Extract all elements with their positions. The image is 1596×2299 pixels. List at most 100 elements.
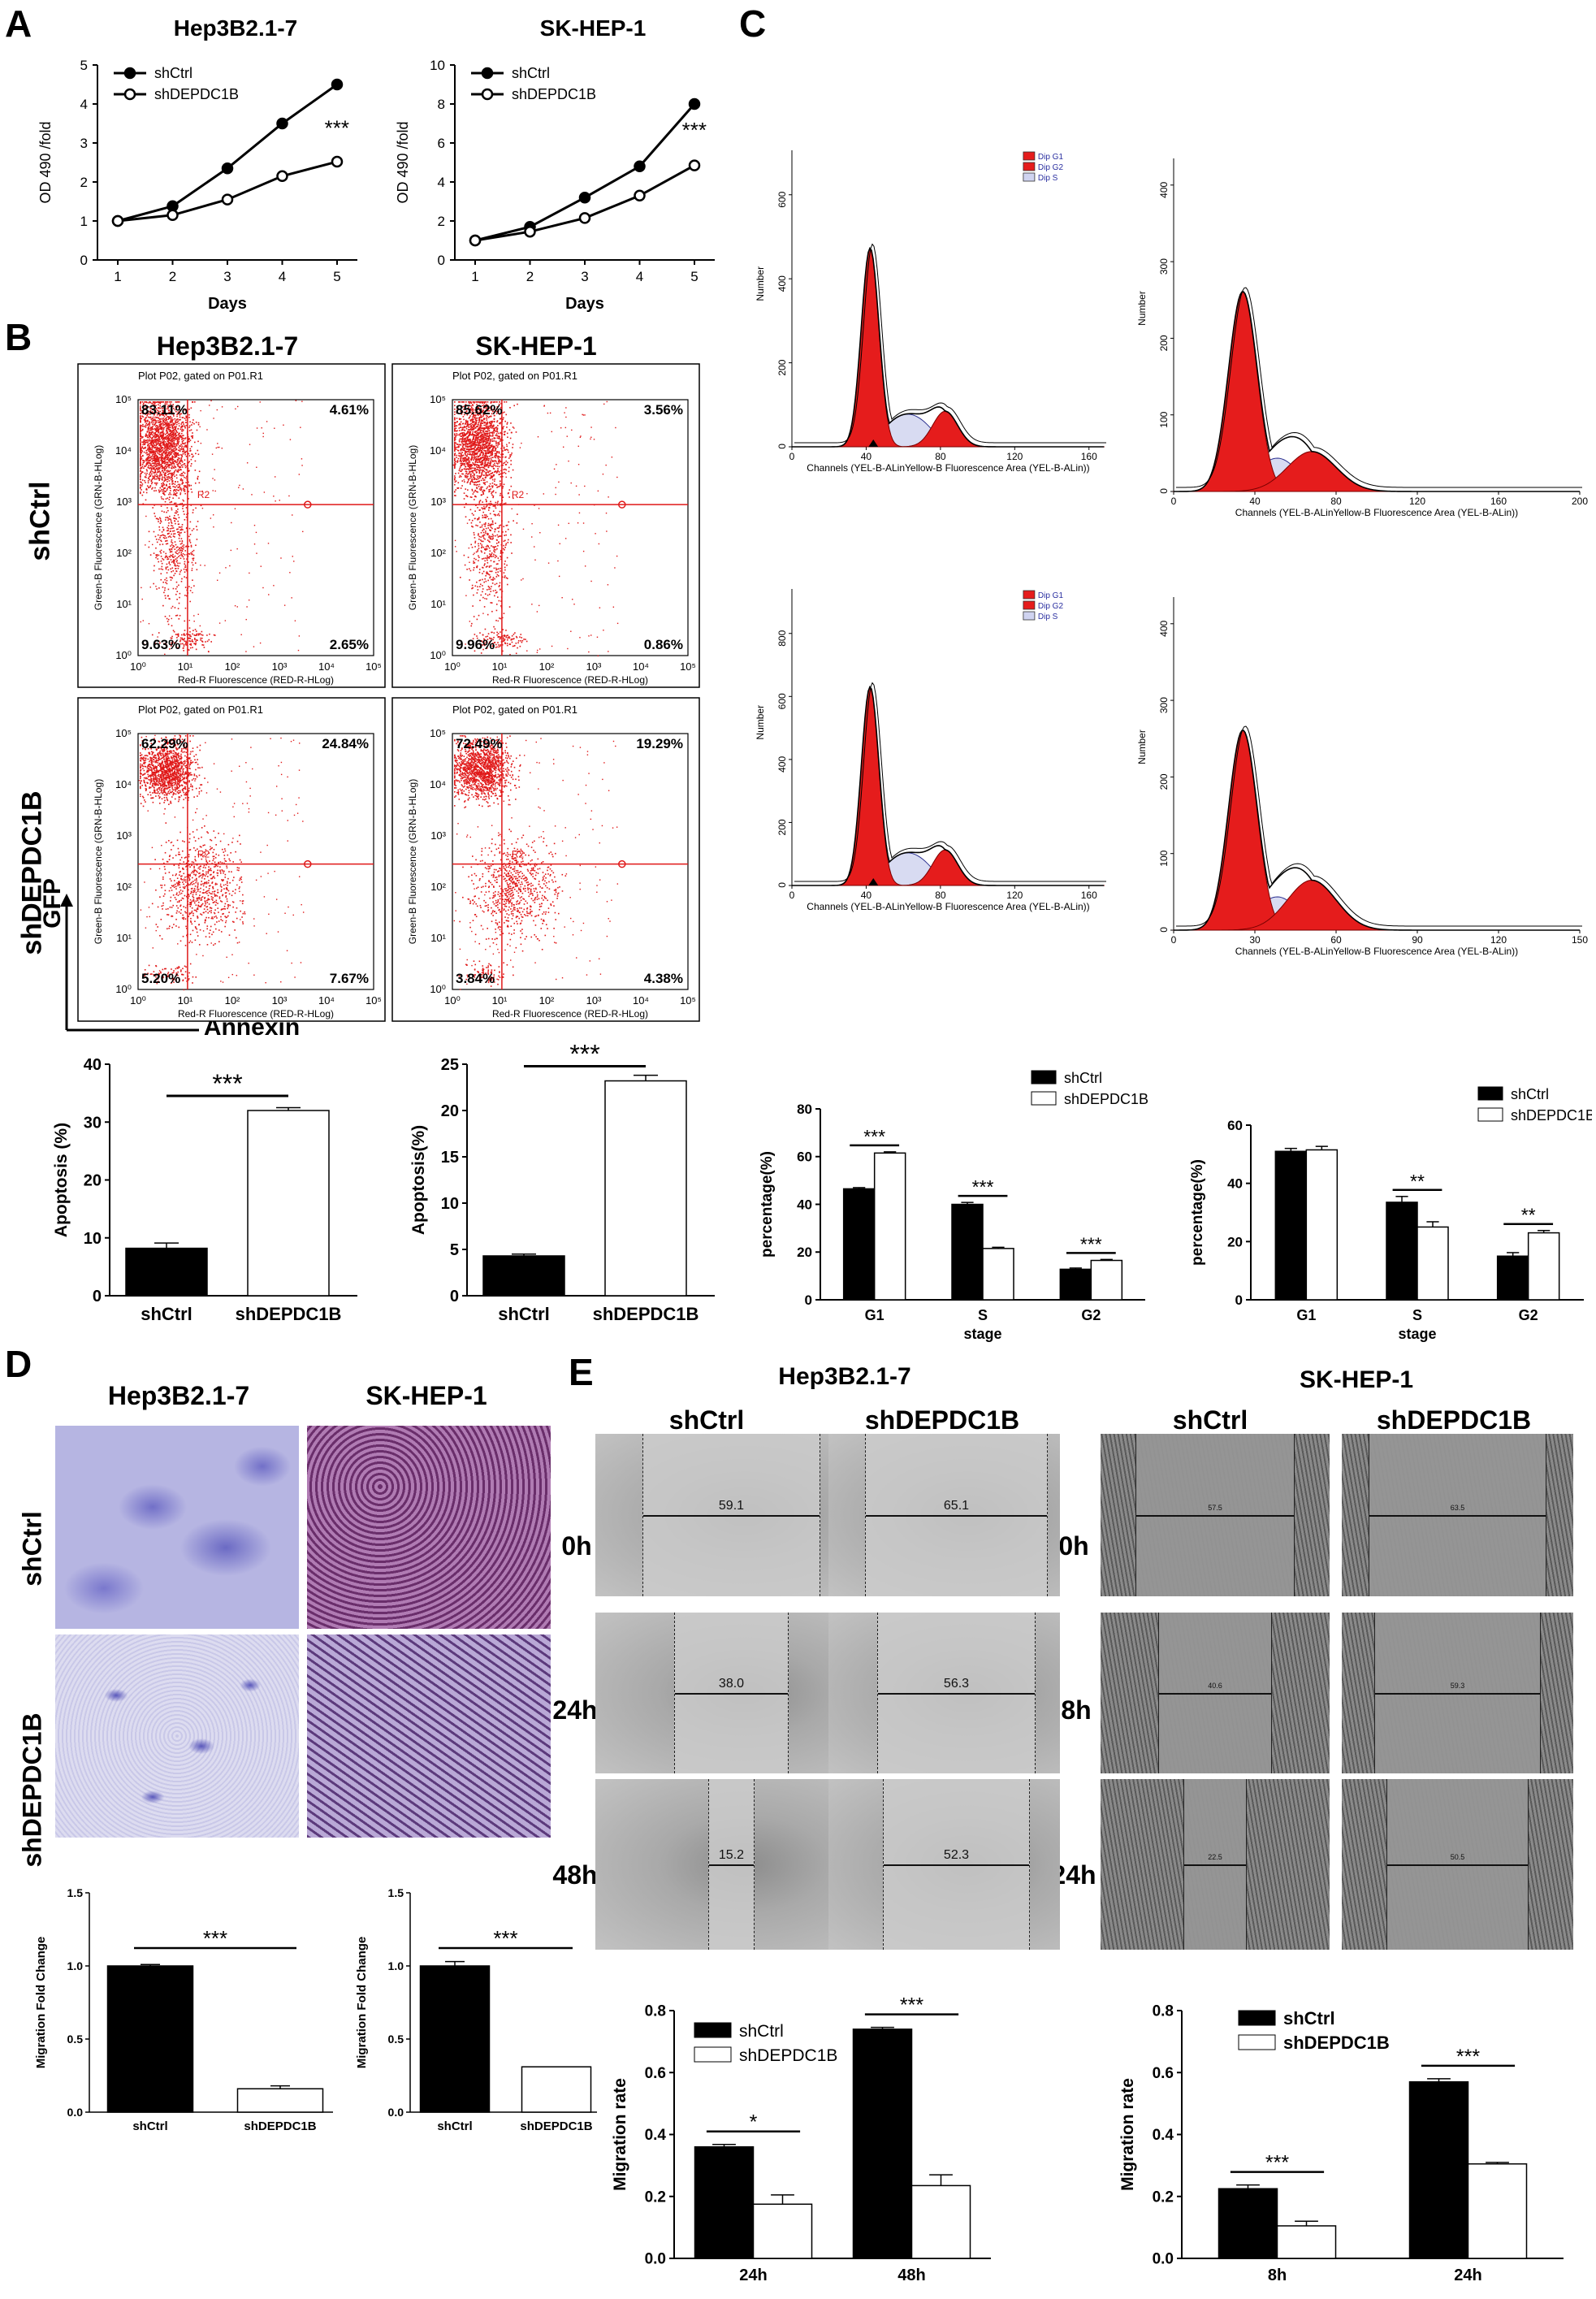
- panel-letter-e: E: [569, 1351, 594, 1393]
- y-tick-label: 0.8: [645, 2003, 666, 2020]
- x-tick-label: S: [978, 1307, 988, 1323]
- significance-marker: *: [750, 2111, 758, 2134]
- x-tick-label: 10³: [586, 660, 602, 673]
- y-tick-label: 2: [438, 214, 445, 229]
- x-axis-label: Days: [208, 295, 247, 313]
- bar-shCtrl: [1274, 1150, 1308, 1301]
- panel-letter-c: C: [739, 2, 767, 45]
- y-tick-label: 10⁵: [430, 393, 446, 405]
- wound-image: 38.0: [595, 1613, 843, 1773]
- y-tick-label: 10⁵: [115, 727, 132, 739]
- wound-image: 15.2: [595, 1779, 843, 1950]
- significance-marker: **: [1521, 1205, 1536, 1226]
- data-point-shCtrl: [331, 78, 344, 91]
- x-tick-label: 10⁴: [318, 660, 335, 673]
- y-tick-label: 10¹: [430, 932, 446, 944]
- legend-swatch: [1238, 2010, 1276, 2026]
- quadrant-lower-right: 0.86%: [644, 637, 683, 652]
- legend-label: shDEPDC1B: [739, 2046, 837, 2065]
- bar-shCtrl: [125, 1247, 208, 1297]
- y-tick-label: 3: [80, 136, 88, 151]
- quadrant-lower-left: 3.84%: [456, 971, 495, 986]
- y-tick-label: 0: [776, 444, 788, 449]
- region-label: R2: [197, 849, 210, 860]
- panel-letter-d: D: [5, 1343, 32, 1385]
- y-tick-label: 300: [1158, 697, 1170, 713]
- wound-measure-line: [1369, 1515, 1546, 1517]
- quadrant-lower-right: 2.65%: [330, 637, 369, 652]
- gate-marker: [868, 439, 879, 447]
- wound-width-label: 40.6: [1208, 1682, 1222, 1690]
- x-tick-label: 40: [1249, 496, 1261, 507]
- bar-shDEPDC1B: [1467, 2163, 1528, 2259]
- wound-gap: 63.5: [1368, 1434, 1547, 1596]
- wound-measure-line: [878, 1693, 1035, 1695]
- x-tick-label: 10⁴: [633, 994, 649, 1007]
- x-tick-label: 1: [471, 269, 478, 284]
- x-tick-label: 10⁰: [130, 994, 146, 1007]
- y-tick-label: 10³: [430, 496, 446, 508]
- quadrant-upper-right: 19.29%: [636, 736, 683, 751]
- y-tick-label: 0: [1158, 488, 1170, 494]
- wound-time-sk-0: 0h: [1058, 1531, 1089, 1561]
- data-point-shDEPDC1B: [634, 189, 646, 202]
- x-tick-label: G1: [1296, 1307, 1316, 1323]
- bar-shDEPDC1B: [1305, 1149, 1339, 1301]
- region-label: R2: [512, 849, 525, 860]
- x-tick-label: 3: [223, 269, 231, 284]
- x-tick-label: 24h: [739, 2267, 767, 2284]
- quadrant-upper-right: 24.84%: [322, 736, 369, 751]
- bar-shDEPDC1B: [873, 1152, 906, 1301]
- data-point-shDEPDC1B: [578, 212, 591, 224]
- x-tick-label: 10⁰: [130, 660, 146, 673]
- transwell-chart-hep3b: 0.0 0.5 1.0 1.5 Migration Fold Change shCtrl s…: [34, 1886, 333, 2133]
- y-axis-label: Green-B Fluorescence (GRN-B-HLog): [407, 445, 418, 610]
- wound-gap: 56.3: [877, 1613, 1036, 1773]
- legend-label: Dip S: [1038, 613, 1058, 621]
- bar-shCtrl: [106, 1965, 194, 2113]
- wound-measure-line: [1387, 1864, 1528, 1866]
- quadrant-marker: [618, 859, 626, 868]
- wound-measure-line: [865, 1515, 1048, 1517]
- wound-gap: 52.3: [883, 1779, 1030, 1950]
- flow-plot-axes: [137, 733, 374, 990]
- x-tick-label: 200: [1572, 496, 1588, 507]
- y-tick-label: 20: [797, 1245, 812, 1260]
- wound-width-label: 63.5: [1450, 1504, 1465, 1512]
- legend-swatch: [1023, 162, 1036, 171]
- y-tick-label: 1: [80, 214, 88, 229]
- transwell-image-hep3b-shctrl: [55, 1426, 299, 1629]
- wound-time-hep-0: 0h: [561, 1531, 592, 1561]
- y-axis-label: Number: [755, 266, 766, 301]
- x-tick-label: 40: [861, 890, 872, 901]
- y-tick-label: 0.6: [645, 2065, 666, 2082]
- wound-gap: 57.5: [1135, 1434, 1295, 1596]
- x-axis-label: Channels (YEL-B-ALinYellow-B Fluorescenc…: [807, 462, 1089, 474]
- y-tick-label: 0.5: [388, 2033, 404, 2046]
- x-tick-label: 30: [1249, 934, 1261, 946]
- legend-label: Dip G1: [1038, 153, 1064, 162]
- data-point-shCtrl: [578, 191, 591, 204]
- x-tick-label: 10¹: [178, 994, 193, 1007]
- x-tick-label: 0: [789, 890, 795, 901]
- bar-shCtrl: [419, 1965, 491, 2113]
- legend-label: Dip G1: [1038, 591, 1064, 600]
- wound-migration-chart-hep3b: 0.0 0.2 0.4 0.6 0.8 Migration rate 24h * 48h *** s…: [611, 1994, 991, 2284]
- x-axis-label: Days: [565, 295, 604, 313]
- y-tick-label: 0: [438, 253, 445, 268]
- y-axis-label: Migration Fold Change: [355, 1937, 369, 2069]
- x-tick-label: 48h: [897, 2267, 925, 2284]
- y-tick-label: 0.4: [1153, 2127, 1174, 2144]
- legend-marker: [481, 88, 494, 101]
- y-tick-label: 80: [797, 1102, 812, 1117]
- transwell-chart-skhep: 0.0 0.5 1.0 1.5 Migration Fold Change shCtrl s…: [355, 1886, 597, 2133]
- x-tick-label: 150: [1572, 934, 1588, 946]
- legend-marker: [123, 67, 136, 80]
- y-tick-label: 1.5: [388, 1886, 404, 1899]
- flow-plot-title: Plot P02, gated on P01.R1: [452, 704, 577, 716]
- y-tick-label: 100: [1158, 850, 1170, 866]
- bar-shCtrl: [852, 2028, 913, 2259]
- y-tick-label: 10²: [116, 547, 132, 559]
